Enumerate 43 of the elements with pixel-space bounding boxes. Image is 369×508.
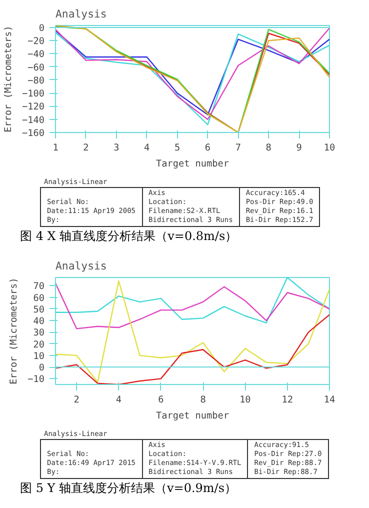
x-tick-label: 10 <box>240 394 252 406</box>
x-tick-label: 3 <box>114 142 120 154</box>
y-tick-label: −20 <box>28 36 45 48</box>
y-tick-label: −160 <box>22 128 45 139</box>
caption: 图 5 Y 轴直线度分析结果（v=0.9m/s） <box>19 480 236 497</box>
x-tick-label: 12 <box>282 394 293 406</box>
y-tick-label: 30 <box>33 328 45 339</box>
y-axis-title: Error (Micrometers) <box>8 278 20 384</box>
y-tick-label: 60 <box>33 292 45 304</box>
x-tick-label: 1 <box>52 142 58 154</box>
y-tick-label: −140 <box>22 114 45 126</box>
y-tick-label: −80 <box>28 75 45 86</box>
x-tick-label: 8 <box>200 394 206 406</box>
y-tick-label: −40 <box>28 49 45 60</box>
y-tick-label: −120 <box>22 102 45 113</box>
x-tick-label: 4 <box>116 394 122 406</box>
x-axis-title: Target number <box>156 410 230 422</box>
y-tick-label: 0 <box>38 362 45 374</box>
y-tick-label: 10 <box>33 350 45 362</box>
x-tick-label: 9 <box>296 142 302 154</box>
chart-title: Analysis <box>56 8 107 20</box>
y-axis-title: Error (Micrometers) <box>3 26 14 132</box>
y-tick-label: −10 <box>28 374 45 386</box>
x-tick-label: 6 <box>158 394 164 406</box>
x-tick-label: 7 <box>235 142 241 154</box>
x-tick-label: 14 <box>324 394 336 406</box>
x-tick-label: 8 <box>266 142 272 154</box>
y-tick-label: 70 <box>33 281 45 292</box>
y-tick-label: 50 <box>33 304 45 316</box>
y-tick-label: −100 <box>22 88 45 100</box>
x-tick-label: 5 <box>174 142 180 154</box>
y-tick-label: −60 <box>28 62 45 74</box>
x-tick-label: 2 <box>74 394 80 406</box>
x-tick-label: 6 <box>204 142 211 154</box>
caption: 图 4 X 轴直线度分析结果（v=0.8m/s） <box>19 228 238 245</box>
x-axis-title: Target number <box>156 158 230 170</box>
x-tick-label: 4 <box>144 142 150 154</box>
x-tick-label: 2 <box>83 142 89 154</box>
y-tick-label: 0 <box>38 22 45 34</box>
x-tick-label: 10 <box>324 142 336 154</box>
chart-title: Analysis <box>56 260 107 272</box>
y-tick-label: 40 <box>33 316 45 328</box>
y-tick-label: 20 <box>33 339 45 350</box>
